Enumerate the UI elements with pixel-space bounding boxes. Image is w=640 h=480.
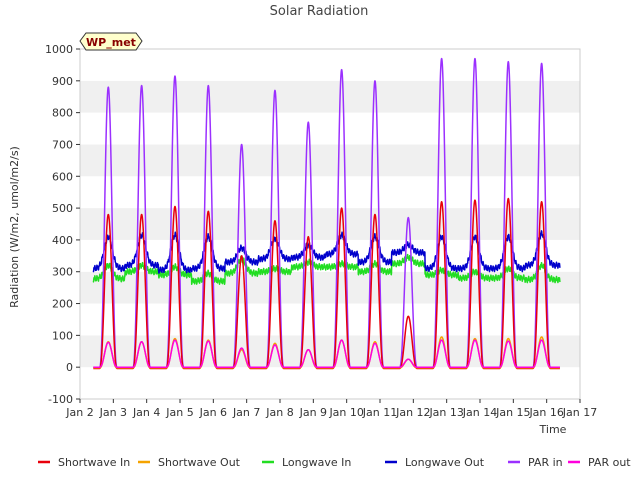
y-axis: -100 0 100 200 300 400 500 600 700 800 900 1000: [45, 43, 80, 406]
grid-band: [80, 176, 580, 209]
grid-band: [80, 303, 580, 336]
legend-item: Shortwave Out: [138, 456, 241, 469]
legend-item: PAR in: [508, 456, 563, 469]
x-tick-label: Jan 10: [328, 406, 363, 419]
series-line-par-out: [92, 339, 561, 368]
y-tick-label: 0: [66, 361, 73, 374]
x-tick-label: Jan 7: [232, 406, 260, 419]
x-tick-label: Jan 8: [265, 406, 293, 419]
x-tick-label: Jan 5: [165, 406, 193, 419]
y-tick-label: 700: [52, 138, 73, 151]
legend-item: Shortwave In: [38, 456, 130, 469]
y-tick-label: 1000: [45, 43, 73, 56]
x-tick-label: Jan 2: [65, 406, 93, 419]
grid-band: [80, 80, 580, 113]
y-tick-label: 200: [52, 298, 73, 311]
x-tick-label: Jan 11: [362, 406, 397, 419]
x-tick-label: Jan 17: [562, 406, 597, 419]
x-tick-label: Jan 3: [99, 406, 127, 419]
y-tick-label: 800: [52, 107, 73, 120]
grid-band: [80, 335, 580, 368]
y-tick-label: 400: [52, 234, 73, 247]
grid-band: [80, 49, 580, 81]
y-tick-label: 300: [52, 266, 73, 279]
legend-label: Shortwave In: [58, 456, 130, 469]
legend-item: Longwave Out: [385, 456, 485, 469]
grid-band: [80, 112, 580, 145]
annotation-text: WP_met: [86, 36, 136, 49]
x-tick-label: Jan 14: [462, 406, 497, 419]
y-tick-label: -100: [48, 393, 73, 406]
y-tick-label: 900: [52, 75, 73, 88]
legend-label: Longwave Out: [405, 456, 485, 469]
legend-label: Shortwave Out: [158, 456, 241, 469]
x-tick-label: Jan 4: [132, 406, 160, 419]
grid-band: [80, 208, 580, 240]
y-tick-label: 100: [52, 329, 73, 342]
legend-label: PAR in: [528, 456, 563, 469]
x-tick-label: Jan 12: [395, 406, 430, 419]
y-tick-label: 500: [52, 202, 73, 215]
legend-item: Longwave In: [262, 456, 351, 469]
plot-frame: [79, 48, 581, 400]
grid-band: [80, 367, 580, 399]
grid-band: [80, 144, 580, 177]
y-tick-label: 600: [52, 170, 73, 183]
grid-bands: [80, 49, 580, 399]
y-axis-label: Radiation (W/m2, umol/m2/s): [8, 146, 21, 308]
annotation-box: WP_met: [79, 32, 143, 51]
legend: Shortwave In Shortwave Out Longwave In Long…: [38, 456, 631, 469]
chart-title: Solar Radiation: [270, 4, 369, 19]
x-axis: Jan 2 Jan 3 Jan 4 Jan 5 Jan 6 Jan 7 Jan 8 Jan 9…: [65, 399, 597, 419]
legend-item: PAR out: [568, 456, 631, 469]
legend-label: Longwave In: [282, 456, 351, 469]
x-tick-label: Jan 6: [199, 406, 227, 419]
legend-label: PAR out: [588, 456, 631, 469]
series-layer: [92, 57, 561, 370]
x-tick-label: Jan 15: [495, 406, 530, 419]
x-tick-label: Jan 9: [299, 406, 327, 419]
x-tick-label: Jan 16: [528, 406, 563, 419]
x-axis-label: Time: [539, 423, 567, 436]
x-tick-label: Jan 13: [428, 406, 463, 419]
